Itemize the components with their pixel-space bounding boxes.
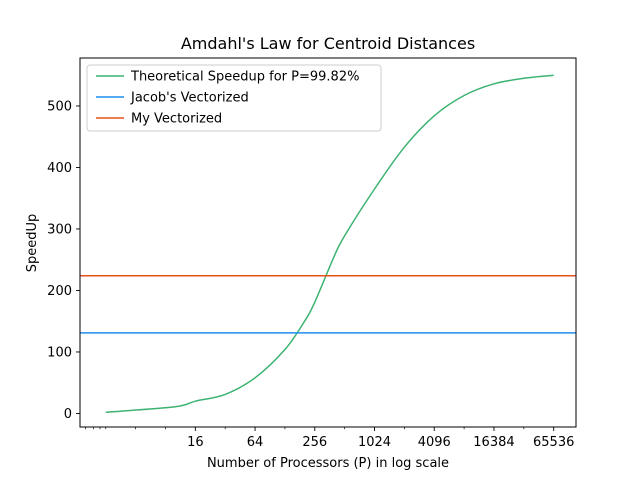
y-axis: 0 100 200 300 400 500 bbox=[47, 99, 80, 422]
legend-entry: My Vectorized bbox=[131, 112, 222, 127]
x-tick-label: 16 bbox=[187, 435, 204, 450]
x-tick-label: 1024 bbox=[358, 435, 391, 450]
x-tick-label: 65536 bbox=[533, 435, 574, 450]
x-tick-label: 4096 bbox=[418, 435, 451, 450]
chart-title: Amdahl's Law for Centroid Distances bbox=[181, 34, 475, 53]
legend-entry: Jacob's Vectorized bbox=[130, 91, 249, 106]
x-axis: 16 64 256 1024 4096 16384 65536 bbox=[85, 427, 574, 450]
x-tick-label: 16384 bbox=[473, 435, 514, 450]
legend: Theoretical Speedup for P=99.82% Jacob's … bbox=[86, 64, 382, 132]
y-tick-label: 300 bbox=[47, 222, 72, 237]
y-tick-label: 400 bbox=[47, 161, 72, 176]
y-tick-label: 200 bbox=[47, 284, 72, 299]
y-tick-label: 500 bbox=[47, 99, 72, 114]
legend-frame bbox=[86, 64, 382, 132]
x-tick-label: 256 bbox=[302, 435, 327, 450]
plot-area bbox=[80, 74, 576, 413]
x-axis-label: Number of Processors (P) in log scale bbox=[207, 456, 449, 471]
x-tick-label: 64 bbox=[247, 435, 264, 450]
legend-entry: Theoretical Speedup for P=99.82% bbox=[130, 70, 359, 85]
series-line-0 bbox=[105, 74, 554, 413]
y-axis-label: SpeedUp bbox=[25, 214, 40, 273]
y-tick-label: 100 bbox=[47, 345, 72, 360]
plot-frame bbox=[79, 57, 577, 428]
y-tick-label: 0 bbox=[64, 407, 72, 422]
